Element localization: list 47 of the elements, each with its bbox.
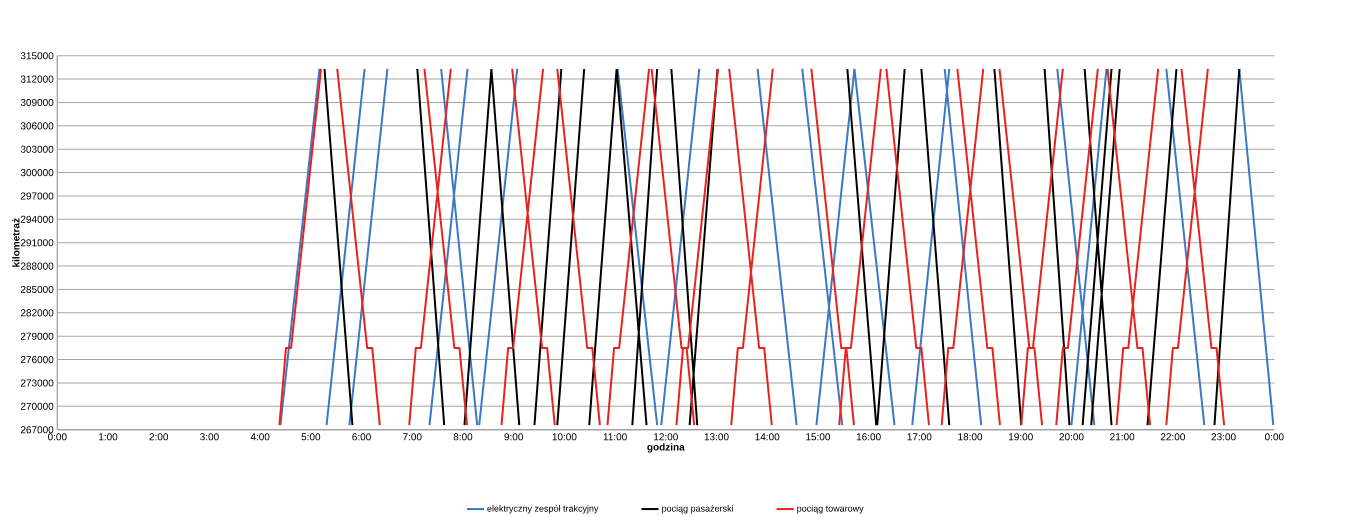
y-tick-label: 273000	[20, 379, 54, 387]
legend-label: pociąg pasażerski	[662, 505, 733, 514]
x-tick-label: 15:00	[806, 433, 831, 441]
x-tick-label: 0:00	[1264, 433, 1284, 441]
x-tick-label: 12:00	[654, 433, 678, 441]
x-tick-label: 2:00	[149, 433, 169, 441]
y-axis-title: kilometraż	[12, 218, 20, 267]
y-tick-label: 312000	[20, 75, 54, 83]
x-tick-label: 11:00	[603, 433, 627, 441]
x-axis-title: godzina	[647, 443, 685, 453]
y-tick-label: 300000	[20, 169, 54, 177]
x-tick-label: 7:00	[403, 433, 422, 441]
x-tick-label: 9:00	[504, 433, 524, 441]
x-tick-label: 3:00	[200, 433, 219, 441]
y-tick-label: 315000	[20, 52, 54, 60]
x-tick-label: 14:00	[755, 433, 780, 441]
x-tick-label: 23:00	[1211, 433, 1236, 441]
x-tick-label: 4:00	[250, 433, 270, 441]
y-tick-label: 279000	[20, 332, 54, 340]
y-tick-label: 303000	[20, 145, 54, 153]
x-tick-label: 22:00	[1160, 433, 1186, 441]
y-tick-label: 294000	[20, 215, 54, 223]
y-tick-label: 276000	[20, 356, 54, 364]
y-tick-label: 270000	[20, 402, 54, 410]
y-tick-label: 291000	[20, 239, 54, 247]
x-tick-label: 8:00	[453, 433, 473, 441]
x-tick-label: 21:00	[1110, 433, 1135, 441]
x-tick-label: 17:00	[907, 433, 932, 441]
y-tick-label: 267000	[20, 426, 54, 434]
y-tick-label: 282000	[20, 309, 54, 317]
legend-label: pociąg towarowy	[797, 505, 864, 514]
x-tick-label: 13:00	[704, 433, 729, 441]
x-tick-label: 5:00	[301, 433, 321, 441]
x-tick-label: 18:00	[958, 433, 983, 441]
y-tick-label: 285000	[20, 285, 54, 294]
x-tick-label: 20:00	[1059, 433, 1084, 441]
x-tick-label: 10:00	[552, 433, 577, 441]
x-tick-label: 0:00	[47, 433, 67, 441]
legend-label: elektryczny zespół trakcyjny	[487, 504, 599, 514]
x-tick-label: 1:00	[99, 433, 118, 441]
x-tick-label: 19:00	[1009, 433, 1033, 441]
x-tick-label: 6:00	[352, 433, 371, 441]
y-tick-label: 306000	[20, 122, 54, 130]
y-tick-label: 297000	[20, 192, 54, 200]
y-tick-label: 309000	[20, 98, 54, 107]
x-tick-label: 16:00	[856, 433, 881, 441]
y-tick-label: 288000	[20, 262, 54, 270]
